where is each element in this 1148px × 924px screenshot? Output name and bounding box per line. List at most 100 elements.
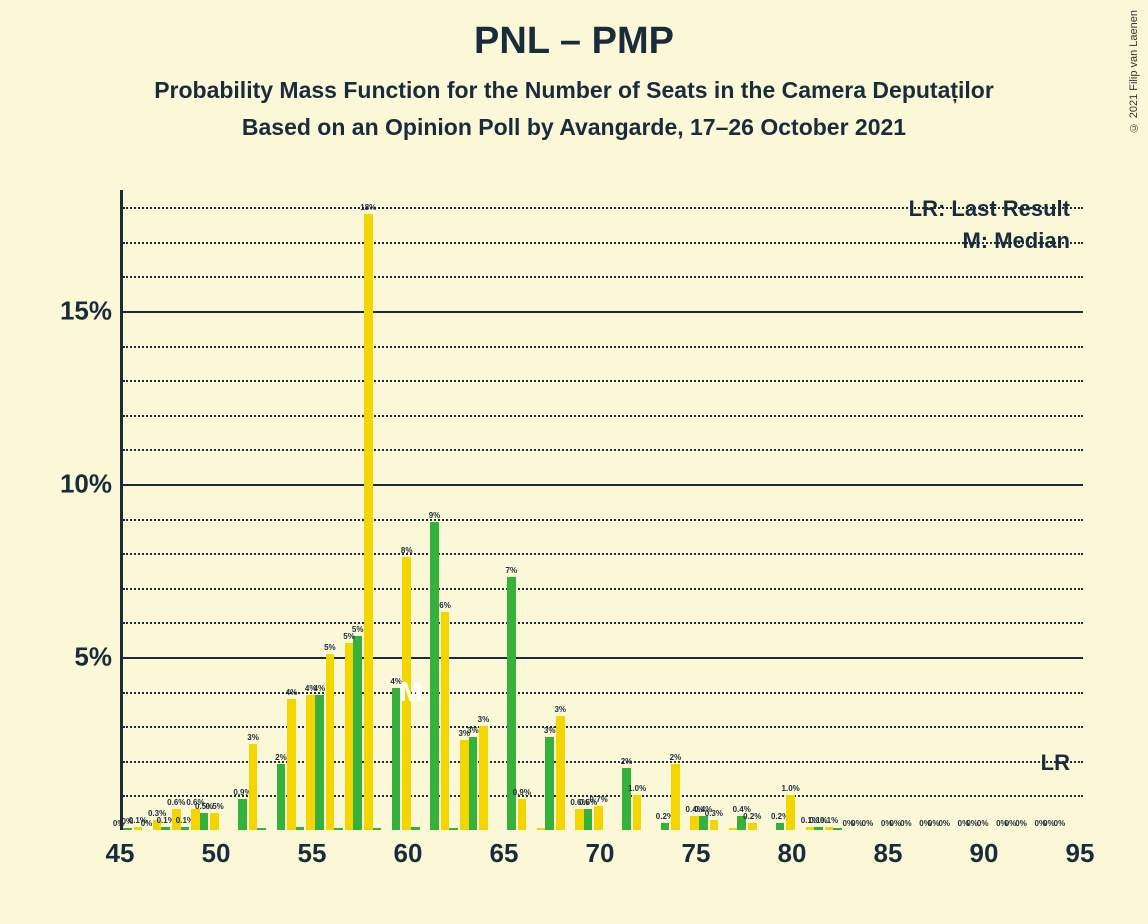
bar-slot: 7% xyxy=(497,190,516,830)
bar-green xyxy=(661,823,670,830)
bar-green xyxy=(469,737,478,830)
bar-yellow xyxy=(594,806,603,830)
bar-slot: 0%0% xyxy=(843,190,862,830)
bar-value-label: 0% xyxy=(900,819,912,828)
bar-green xyxy=(200,813,209,830)
bar-green xyxy=(257,828,266,830)
bar-slot: 0.2% xyxy=(651,190,670,830)
bar-slot: 0.6%0.6% xyxy=(574,190,593,830)
bar-yellow xyxy=(479,726,488,830)
bar-value-label: 0.7% xyxy=(590,795,608,804)
bar-value-label: 0% xyxy=(1054,819,1066,828)
bar-yellow xyxy=(249,744,258,830)
plot-inner: LR: Last Result M: Median 0%0%0.1%0%0.3%… xyxy=(120,190,1080,830)
bar-slot: 0% xyxy=(862,190,881,830)
bar-value-label: 4% xyxy=(286,688,298,697)
x-axis-label: 60 xyxy=(394,838,423,869)
bar-slot: 0.9% xyxy=(229,190,248,830)
bar-slot: 0% xyxy=(977,190,996,830)
plot-area: LR: Last Result M: Median 0%0%0.1%0%0.3%… xyxy=(120,190,1080,830)
bar-value-label: 3% xyxy=(467,726,479,735)
bar-value-label: 2% xyxy=(621,757,633,766)
bar-slot: 3% xyxy=(248,190,267,830)
bar-slot: 6% xyxy=(440,190,459,830)
bar-yellow xyxy=(287,699,296,830)
bar-value-label: 1.0% xyxy=(628,784,646,793)
bar-value-label: 0.3% xyxy=(705,809,723,818)
bar-slot: 4%4% xyxy=(305,190,324,830)
bar-value-label: 8% xyxy=(401,546,413,555)
bars-group: 0%0%0.1%0%0.3%0.1%0.6%0.1%0.6%0.5%0.5%0.… xyxy=(123,190,1083,830)
median-marker: M xyxy=(399,676,422,708)
bar-green xyxy=(181,827,190,830)
bar-green xyxy=(699,816,708,830)
bar-green xyxy=(315,695,324,830)
bar-green xyxy=(334,828,343,830)
bar-slot: 0.2% xyxy=(766,190,785,830)
bar-yellow xyxy=(556,716,565,830)
bar-slot: 3% xyxy=(478,190,497,830)
bar-slot: 0.7% xyxy=(593,190,612,830)
bar-value-label: 9% xyxy=(429,511,441,520)
bar-slot: 3% xyxy=(555,190,574,830)
bar-value-label: 6% xyxy=(439,601,451,610)
x-axis-label: 50 xyxy=(202,838,231,869)
bar-slot: 0.9% xyxy=(517,190,536,830)
bar-value-label: 0.2% xyxy=(743,812,761,821)
bar-green xyxy=(277,764,286,830)
copyright-text: © 2021 Filip van Laenen xyxy=(1128,10,1140,133)
bar-value-label: 2% xyxy=(275,753,287,762)
bar-green xyxy=(776,823,785,830)
bar-yellow xyxy=(671,764,680,830)
bar-slot: 0%0% xyxy=(920,190,939,830)
x-axis-label: 80 xyxy=(778,838,807,869)
bar-slot: 1.0% xyxy=(785,190,804,830)
bar-green xyxy=(814,827,823,830)
bar-value-label: 3% xyxy=(554,705,566,714)
bar-slot: 0.4%0.4% xyxy=(689,190,708,830)
bar-slot: 5% xyxy=(325,190,344,830)
x-axis-label: 70 xyxy=(586,838,615,869)
bar-slot: 0.3%0.1% xyxy=(152,190,171,830)
bar-value-label: 0% xyxy=(862,819,874,828)
x-axis-label: 65 xyxy=(490,838,519,869)
bar-yellow xyxy=(210,813,219,830)
bar-slot: 1.0% xyxy=(632,190,651,830)
bar-slot: 0%0% xyxy=(997,190,1016,830)
bar-slot: 0.1%0% xyxy=(133,190,152,830)
bar-yellow xyxy=(690,816,699,830)
bar-yellow xyxy=(326,654,335,830)
bar-green xyxy=(833,828,842,830)
bar-slot: 0%0% xyxy=(881,190,900,830)
bar-slot: 0% xyxy=(1054,190,1073,830)
bar-green xyxy=(296,827,305,830)
bar-slot: 9% xyxy=(421,190,440,830)
bar-value-label: 3% xyxy=(544,726,556,735)
bar-slot: 3%3% xyxy=(459,190,478,830)
bar-yellow xyxy=(710,820,719,830)
bar-green xyxy=(411,827,420,830)
bar-slot: 0% xyxy=(939,190,958,830)
bar-green xyxy=(584,809,593,830)
bar-slot: 4% xyxy=(286,190,305,830)
bar-value-label: 0% xyxy=(1015,819,1027,828)
bar-slot: 0%0% xyxy=(1035,190,1054,830)
bar-green xyxy=(161,827,170,830)
chart-subtitle-2: Based on an Opinion Poll by Avangarde, 1… xyxy=(0,114,1148,141)
bar-value-label: 4% xyxy=(314,684,326,693)
bar-value-label: 1.0% xyxy=(782,784,800,793)
bar-yellow xyxy=(575,809,584,830)
bar-yellow xyxy=(537,828,546,830)
x-axis-label: 90 xyxy=(970,838,999,869)
bar-value-label: 0.1% xyxy=(820,816,838,825)
bar-value-label: 5% xyxy=(324,643,336,652)
x-axis-label: 95 xyxy=(1066,838,1095,869)
bar-slot: 0% xyxy=(1016,190,1035,830)
bar-slot: 18% xyxy=(363,190,382,830)
bar-yellow xyxy=(306,695,315,830)
bar-yellow xyxy=(441,612,450,830)
bar-slot: 0%0% xyxy=(113,190,132,830)
bar-slot: 0.5% xyxy=(209,190,228,830)
last-result-marker: LR xyxy=(1041,750,1070,776)
y-axis-label: 15% xyxy=(60,296,112,327)
